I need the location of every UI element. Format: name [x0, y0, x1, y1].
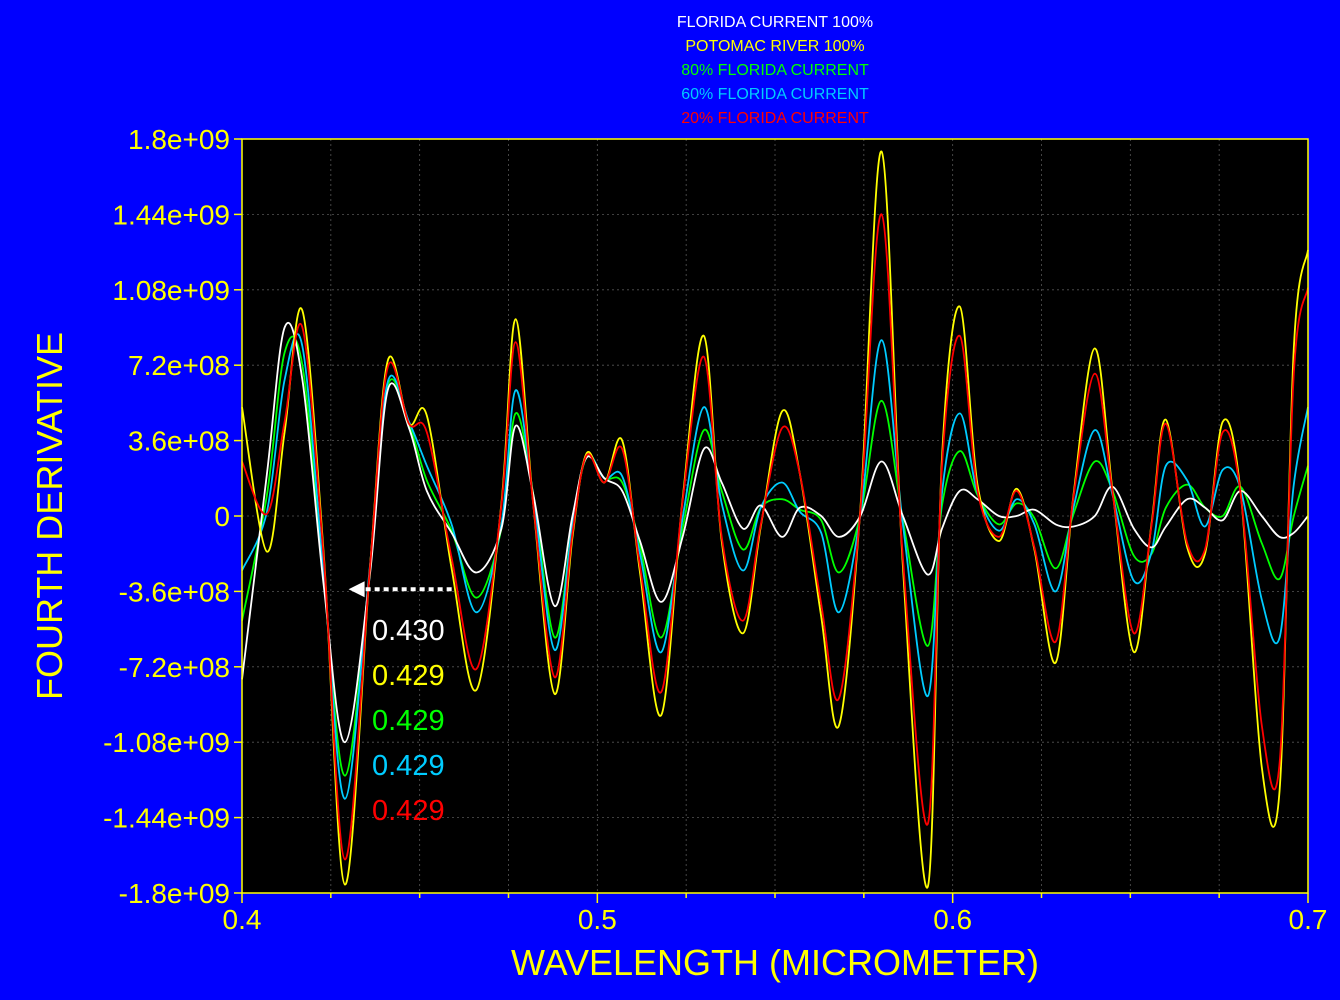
legend-entry: 20% FLORIDA CURRENT [681, 110, 869, 127]
y-axis-title: FOURTH DERIVATIVE [29, 332, 70, 700]
x-tick-label: 0.4 [223, 904, 262, 935]
y-tick-label: 1.08e+09 [112, 275, 230, 306]
annotation-value: 0.429 [372, 750, 445, 782]
y-tick-label: -1.44e+09 [103, 803, 230, 834]
x-tick-label: 0.7 [1289, 904, 1328, 935]
x-tick-label: 0.5 [578, 904, 617, 935]
legend-entry: FLORIDA CURRENT 100% [677, 14, 873, 31]
annotation-value: 0.430 [372, 615, 445, 647]
annotation-value: 0.429 [372, 705, 445, 737]
x-axis-ticks: 0.4 0.5 0.6 0.7 [223, 893, 1328, 935]
series-line-0 [241, 321, 1309, 744]
legend-entry: 80% FLORIDA CURRENT [681, 62, 869, 79]
legend-entry: POTOMAC RIVER 100% [685, 38, 864, 55]
y-tick-label: 1.8e+09 [128, 124, 230, 155]
series-line-4 [241, 213, 1309, 861]
x-axis-title: WAVELENGTH (MICROMETER) [511, 942, 1039, 983]
y-tick-label: 0 [214, 501, 230, 532]
y-tick-label: 7.2e+08 [128, 350, 230, 381]
arrow-head [348, 581, 365, 598]
legend-entry: 60% FLORIDA CURRENT [681, 86, 869, 103]
y-tick-label: -7.2e+08 [119, 652, 230, 683]
y-axis-ticks: 1.8e+09 1.44e+09 1.08e+09 7.2e+08 3.6e+08 0 -3… [103, 124, 242, 909]
series-layer [241, 150, 1309, 889]
y-tick-label: -3.6e+08 [119, 576, 230, 607]
legend: FLORIDA CURRENT 100% POTOMAC RIVER 100% 80… [677, 14, 873, 127]
annotation-value: 0.429 [372, 660, 445, 692]
annotations: 0.430 0.429 0.429 0.429 0.429 [348, 581, 452, 827]
y-tick-label: -1.08e+09 [103, 727, 230, 758]
x-tick-label: 0.6 [933, 904, 972, 935]
series-line-3 [241, 333, 1309, 800]
y-tick-label: -1.8e+09 [119, 878, 230, 909]
y-tick-label: 1.44e+09 [112, 199, 230, 230]
annotation-value: 0.429 [372, 795, 445, 827]
y-tick-label: 3.6e+08 [128, 426, 230, 457]
